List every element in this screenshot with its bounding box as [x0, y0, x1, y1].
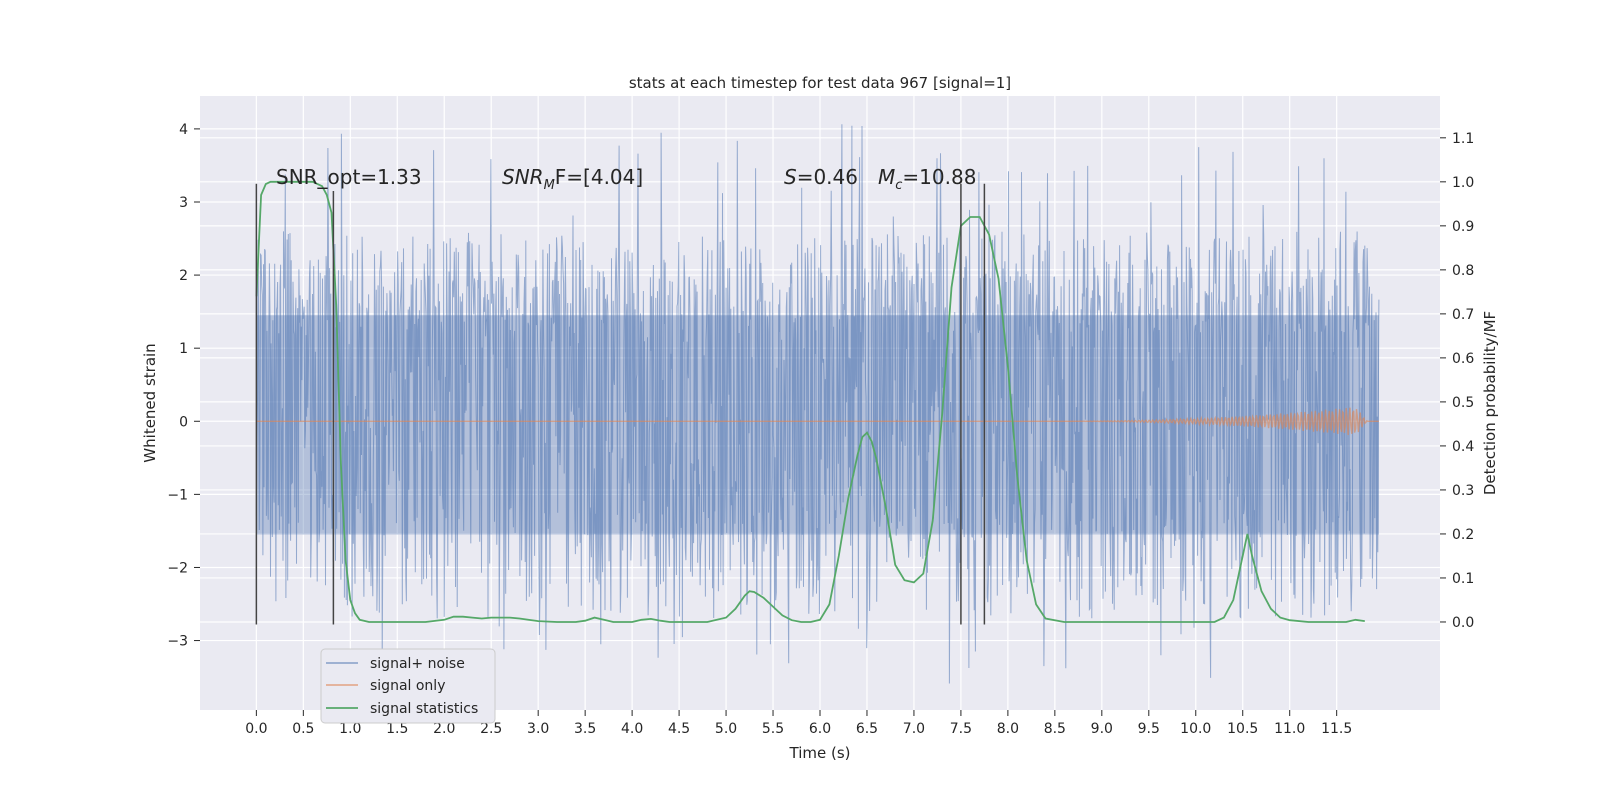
- legend-box: [320, 648, 496, 724]
- legend-label-signal-noise: signal+ noise: [370, 656, 465, 672]
- x-tick-label: 2.0: [433, 721, 455, 737]
- x-tick-label: 5.0: [715, 721, 737, 737]
- y-tick-label: −2: [167, 560, 188, 576]
- x-tick-label: 0.5: [292, 721, 314, 737]
- annotation-s: S=0.46: [784, 165, 858, 189]
- y2-axis-label: Detection probability/MF: [1481, 311, 1499, 495]
- vertical-markers: [255, 183, 986, 625]
- signal-noise-line: [255, 124, 1380, 684]
- y2-tick-label: 0.2: [1452, 527, 1474, 543]
- s-value: =0.46: [797, 165, 858, 189]
- x-axis-label: Time (s): [789, 744, 851, 762]
- y2-tick-label: 0.7: [1452, 307, 1474, 323]
- x-tick-label: 0.0: [245, 721, 267, 737]
- snr-mf-tail: F=[4.04]: [555, 165, 643, 189]
- x-tick-label: 11.5: [1321, 721, 1352, 737]
- y-tick-label: −1: [167, 487, 188, 503]
- y-tick-label: 1: [179, 341, 188, 357]
- x-tick-label: 7.0: [903, 721, 925, 737]
- y2-tick-label: 1.0: [1452, 175, 1474, 191]
- y-tick-label: −3: [167, 634, 188, 650]
- series-signal-statistics: [255, 180, 1365, 623]
- y-tick-label: 2: [179, 268, 188, 284]
- y-tick-label: 3: [179, 195, 188, 211]
- x-tick-label: 4.0: [621, 721, 643, 737]
- series-signal-noise: [255, 124, 1380, 684]
- x-tick-label: 11.0: [1274, 721, 1305, 737]
- legend-label-signal-only: signal only: [370, 678, 445, 694]
- x-tick-label: 3.5: [574, 721, 596, 737]
- x-tick-label: 3.0: [527, 721, 549, 737]
- legend: signal+ noise signal only signal statist…: [320, 648, 496, 724]
- x-tick-label: 8.0: [997, 721, 1019, 737]
- y2-tick-label: 0.9: [1452, 219, 1474, 235]
- x-tick-label: 5.5: [762, 721, 784, 737]
- x-tick-label: 8.5: [1044, 721, 1066, 737]
- chart-title: stats at each timestep for test data 967…: [629, 74, 1011, 92]
- y2-tick-label: 0.5: [1452, 395, 1474, 411]
- y2-tick-label: 1.1: [1452, 131, 1474, 147]
- x-tick-label: 9.5: [1138, 721, 1160, 737]
- y-tick-label: 4: [179, 122, 188, 138]
- y2-tick-label: 0.8: [1452, 263, 1474, 279]
- x-tick-label: 7.5: [950, 721, 972, 737]
- annotation-snr-opt: SNR_opt=1.33: [276, 165, 422, 189]
- series-signal-only: [256, 407, 1379, 436]
- signal-statistics-line: [255, 180, 1365, 623]
- signal-only-line: [256, 407, 1379, 436]
- annotation-mc: Mc=10.88: [878, 165, 976, 193]
- signal-noise-core-band: [256, 315, 1379, 535]
- y2-tick-label: 0.0: [1452, 615, 1474, 631]
- y2-tick-label: 0.3: [1452, 483, 1474, 499]
- annotation-snr-mf: SNRMF=[4.04]: [502, 165, 643, 193]
- y2-tick-label: 0.1: [1452, 571, 1474, 587]
- snr-mf-sub: M: [544, 178, 555, 193]
- mc-sub: c: [895, 178, 902, 193]
- snr-mf-label: SNR: [502, 165, 544, 189]
- mc-value: =10.88: [902, 165, 976, 189]
- x-tick-label: 10.5: [1227, 721, 1258, 737]
- y-axis-right: 1.1 1.0 0.9 0.8 0.7 0.6 0.5 0.4 0.3 0.2 0.1 0.0: [1440, 131, 1474, 631]
- y-axis-label: Whitened strain: [141, 343, 159, 462]
- x-tick-label: 9.0: [1091, 721, 1113, 737]
- x-axis: 0.0 0.5 1.0 1.5 2.0 2.5 3.0 3.5 4.0 4.5 5.0 5.5 6.0 6…: [245, 710, 1352, 737]
- x-tick-label: 2.5: [480, 721, 502, 737]
- x-tick-label: 10.0: [1180, 721, 1211, 737]
- y-tick-label: 0: [179, 414, 188, 430]
- x-tick-label: 1.0: [339, 721, 361, 737]
- y2-tick-label: 0.6: [1452, 351, 1474, 367]
- y2-tick-label: 0.4: [1452, 439, 1474, 455]
- y-axis-left: 4 3 2 1 0 −1 −2 −3: [167, 122, 200, 650]
- mc-label: M: [878, 165, 895, 189]
- x-tick-label: 1.5: [386, 721, 408, 737]
- legend-label-signal-statistics: signal statistics: [370, 701, 478, 717]
- x-tick-label: 4.5: [668, 721, 690, 737]
- s-label: S: [784, 165, 797, 189]
- x-tick-label: 6.0: [809, 721, 831, 737]
- x-tick-label: 6.5: [856, 721, 878, 737]
